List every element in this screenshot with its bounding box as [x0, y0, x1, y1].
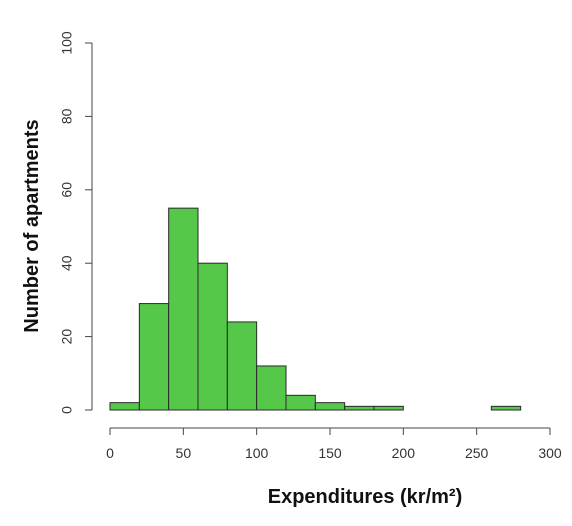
y-tick-label: 20: [59, 329, 75, 345]
y-tick-label: 0: [59, 406, 75, 414]
y-axis: 0 20 40 60 80 100: [59, 31, 93, 414]
histogram-bar-1: [138, 303, 170, 411]
histogram-bar-10: [490, 405, 522, 411]
y-axis-title: Number of apartments: [21, 119, 43, 332]
x-tick-label: 150: [318, 445, 342, 461]
x-tick-label: 0: [106, 445, 114, 461]
x-tick-label: 100: [245, 445, 269, 461]
x-tick-label: 250: [465, 445, 489, 461]
histogram-bar-2: [168, 207, 199, 411]
histogram-bar-6: [285, 394, 316, 411]
histogram-bar-0: [109, 402, 140, 411]
x-tick-label: 50: [176, 445, 192, 461]
histogram-bar-8: [344, 405, 375, 411]
x-tick-label: 300: [538, 445, 562, 461]
y-tick-label: 40: [59, 255, 75, 271]
x-axis-title: Expenditures (kr/m²): [268, 486, 462, 508]
histogram-bar-9: [373, 405, 404, 411]
bars-group: [109, 207, 522, 411]
histogram-bar-4: [226, 321, 258, 411]
y-tick-label: 80: [59, 108, 75, 124]
y-tick-label: 60: [59, 182, 75, 198]
x-axis: 0 50 100 150 200 250 300: [106, 427, 562, 461]
histogram-bar-3: [197, 262, 228, 411]
histogram-bar-7: [314, 402, 346, 411]
y-tick-label: 100: [59, 31, 75, 55]
x-tick-label: 200: [392, 445, 416, 461]
histogram-bar-5: [256, 365, 287, 411]
